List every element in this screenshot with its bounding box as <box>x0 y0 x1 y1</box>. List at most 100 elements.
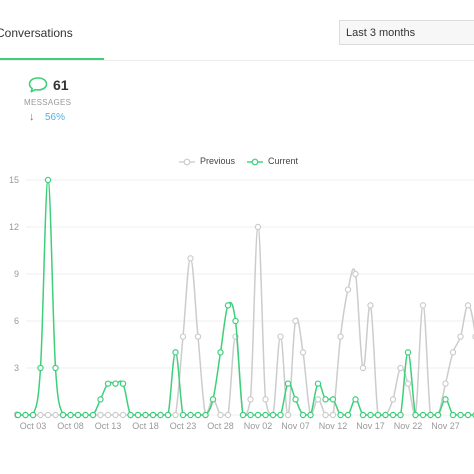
data-point-current <box>397 411 404 419</box>
data-point-current <box>82 411 89 419</box>
data-point-current <box>307 411 314 419</box>
data-point-previous <box>292 317 299 325</box>
tab-conversations[interactable]: Conversations <box>0 0 104 60</box>
data-point-previous <box>52 411 59 419</box>
data-point-current <box>322 396 329 403</box>
x-tick-label: Oct 28 <box>207 421 234 431</box>
data-point-current <box>232 317 239 325</box>
data-point-previous <box>337 333 344 340</box>
x-tick-label: Nov 27 <box>431 421 460 431</box>
data-point-current <box>59 411 67 419</box>
data-point-previous <box>464 302 472 309</box>
data-point-current <box>97 396 104 403</box>
data-point-previous <box>449 349 457 356</box>
data-point-current <box>344 411 352 419</box>
period-select-value: Last 3 months <box>346 27 416 39</box>
data-point-previous <box>254 223 262 231</box>
data-point-previous <box>44 411 52 419</box>
data-point-current <box>449 411 457 419</box>
y-tick-label: 6 <box>14 316 19 326</box>
legend-swatch-current <box>247 158 263 166</box>
arrow-down-icon: ↓ <box>29 111 35 123</box>
messages-label: MESSAGES <box>24 98 72 107</box>
data-point-previous <box>442 380 449 387</box>
data-point-previous <box>217 411 224 419</box>
data-point-current <box>254 411 262 419</box>
data-point-previous <box>419 302 427 309</box>
data-point-previous <box>329 411 337 419</box>
data-point-previous <box>367 302 374 309</box>
data-point-previous <box>104 411 112 419</box>
data-point-current <box>337 411 344 419</box>
y-tick-label: 12 <box>9 222 19 232</box>
messages-count: 61 <box>53 77 69 93</box>
chart-legend: Previous Current <box>0 156 474 168</box>
data-point-current <box>457 411 464 419</box>
data-point-previous <box>97 411 104 419</box>
data-point-current <box>442 396 449 403</box>
data-point-current <box>224 302 232 309</box>
data-point-previous <box>322 411 329 419</box>
x-tick-label: Nov 07 <box>281 421 310 431</box>
data-point-current <box>172 349 179 356</box>
data-point-current <box>314 380 322 387</box>
data-point-previous <box>247 396 254 403</box>
data-point-current <box>127 411 134 419</box>
legend-previous[interactable]: Previous <box>200 156 236 166</box>
data-point-current <box>427 411 434 419</box>
data-point-current <box>104 380 112 387</box>
x-tick-label: Nov 17 <box>356 421 385 431</box>
data-point-previous <box>359 364 367 372</box>
data-point-current <box>149 411 157 419</box>
data-point-current <box>277 411 284 419</box>
data-point-current <box>29 411 37 419</box>
tab-label: Conversations <box>0 26 73 40</box>
data-point-current <box>269 411 277 419</box>
data-point-current <box>434 411 442 419</box>
data-point-current <box>119 380 127 387</box>
data-point-previous <box>37 411 44 419</box>
data-point-current <box>22 411 29 419</box>
legend-swatch-previous <box>179 158 195 166</box>
data-point-current <box>187 411 194 419</box>
data-point-current <box>262 411 269 419</box>
data-point-current <box>179 411 187 419</box>
data-point-previous <box>112 411 119 419</box>
data-point-previous <box>299 349 307 356</box>
data-point-current <box>164 411 172 419</box>
top-bar: Conversations Last 3 months <box>0 0 474 61</box>
data-point-current <box>247 411 254 419</box>
y-tick-label: 3 <box>14 363 19 373</box>
data-point-current <box>112 380 119 387</box>
data-point-current <box>284 380 292 387</box>
data-point-current <box>404 349 412 356</box>
data-point-previous <box>284 411 292 419</box>
data-point-current <box>419 411 427 419</box>
data-point-previous <box>277 333 284 340</box>
data-point-previous <box>187 255 194 262</box>
y-tick-label: 9 <box>14 269 19 279</box>
data-point-current <box>202 411 209 419</box>
data-point-current <box>329 396 337 403</box>
period-select[interactable]: Last 3 months <box>339 20 474 45</box>
data-point-current <box>217 349 224 356</box>
x-tick-label: Nov 22 <box>394 421 423 431</box>
x-tick-label: Oct 18 <box>132 421 159 431</box>
data-point-current <box>67 411 74 419</box>
x-tick-label: Oct 08 <box>57 421 84 431</box>
data-point-current <box>52 364 59 372</box>
data-point-current <box>374 411 382 419</box>
data-point-current <box>382 411 389 419</box>
data-point-current <box>209 396 217 403</box>
data-point-previous <box>352 270 359 278</box>
data-point-previous <box>224 411 232 419</box>
legend-current[interactable]: Current <box>268 156 299 166</box>
speech-bubble-icon <box>28 77 48 93</box>
data-point-current <box>412 411 419 419</box>
data-point-current <box>389 411 397 419</box>
data-point-previous <box>179 333 187 340</box>
data-point-previous <box>397 364 404 372</box>
data-point-previous <box>314 396 322 403</box>
x-tick-label: Nov 12 <box>319 421 348 431</box>
